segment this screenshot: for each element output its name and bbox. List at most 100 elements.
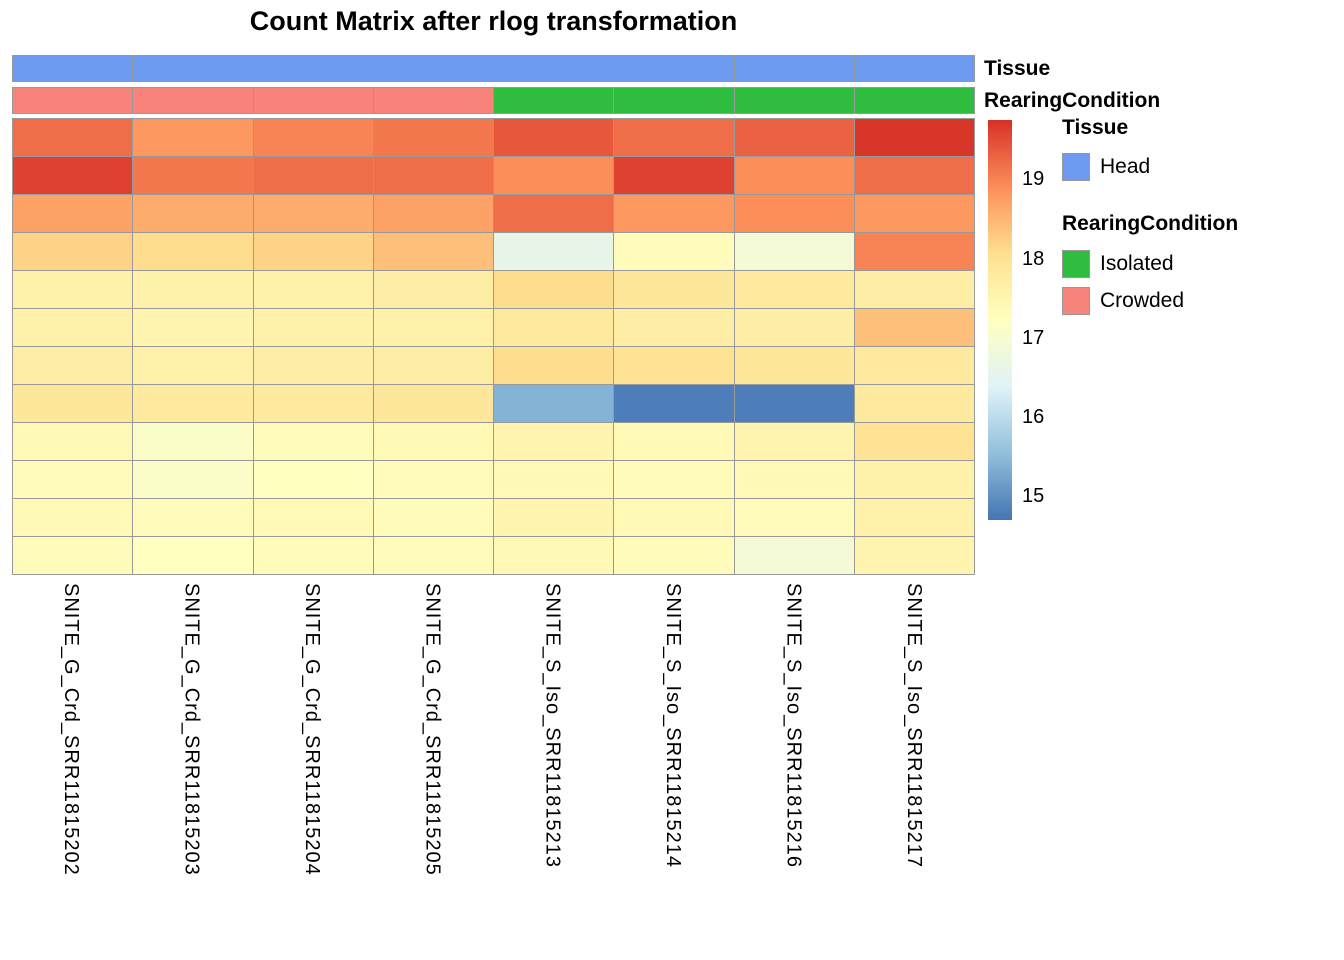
heatmap-cell — [854, 195, 974, 232]
heatmap-cell — [253, 271, 373, 308]
heatmap-cell — [854, 385, 974, 422]
column-label: SNITE_G_Crd_SRR11815205 — [421, 583, 444, 876]
heatmap-cell — [373, 537, 493, 574]
heatmap-cell — [734, 233, 854, 270]
heatmap-cell — [494, 195, 614, 232]
heatmap-cell — [734, 347, 854, 384]
heatmap-cell — [614, 271, 734, 308]
column-label: SNITE_S_Iso_SRR11815213 — [541, 583, 564, 869]
heatmap-cell — [253, 423, 373, 460]
annotation-label-tissue: Tissue — [984, 57, 1051, 80]
heatmap-cell — [494, 119, 614, 156]
heatmap-cell — [614, 309, 734, 346]
heatmap-cell — [373, 195, 493, 232]
heatmap-cell — [854, 233, 974, 270]
legend-label-isolated: Isolated — [1100, 252, 1174, 275]
heatmap-cell — [854, 119, 974, 156]
column-label: SNITE_S_Iso_SRR11815214 — [662, 583, 685, 869]
heatmap-cell — [133, 309, 253, 346]
annotation-cell-crowded — [13, 88, 133, 113]
annotation-cell-head — [13, 56, 133, 81]
heatmap-cell — [494, 423, 614, 460]
heatmap-cell — [13, 195, 133, 232]
heatmap-cell — [494, 233, 614, 270]
heatmap-cell — [133, 119, 253, 156]
heatmap-cell — [614, 119, 734, 156]
annotation-cell-head — [734, 56, 854, 81]
heatmap-cell — [373, 423, 493, 460]
column-label: SNITE_G_Crd_SRR11815203 — [180, 583, 203, 876]
heatmap-cell — [854, 461, 974, 498]
annotation-cell-head — [614, 56, 734, 81]
column-label: SNITE_G_Crd_SRR11815202 — [60, 583, 83, 876]
heatmap-cell — [133, 423, 253, 460]
column-label: SNITE_S_Iso_SRR11815216 — [782, 583, 805, 869]
annotation-cell-crowded — [373, 88, 493, 113]
heatmap-cell — [494, 461, 614, 498]
heatmap-cell — [854, 423, 974, 460]
heatmap-cell — [614, 195, 734, 232]
annotation-bar-tissue — [12, 55, 975, 82]
heatmap-cell — [854, 271, 974, 308]
heatmap-cell — [373, 271, 493, 308]
annotation-cell-head — [373, 56, 493, 81]
heatmap-cell — [13, 271, 133, 308]
annotation-cell-head — [253, 56, 373, 81]
heatmap-cell — [373, 461, 493, 498]
heatmap-cell — [373, 157, 493, 194]
heatmap-cell — [614, 537, 734, 574]
legend-header-tissue: Tissue — [1062, 116, 1129, 139]
heatmap-cell — [13, 347, 133, 384]
heatmap-cell — [854, 537, 974, 574]
heatmap-cell — [494, 385, 614, 422]
page-title: Count Matrix after rlog transformation — [249, 6, 738, 36]
heatmap-cell — [614, 499, 734, 536]
heatmap-cell — [253, 233, 373, 270]
color-scale-tick-label: 16 — [1022, 406, 1045, 429]
heatmap-cell — [734, 537, 854, 574]
heatmap-cell — [13, 119, 133, 156]
heatmap-cell — [734, 385, 854, 422]
heatmap-cell — [373, 347, 493, 384]
heatmap-cell — [494, 271, 614, 308]
heatmap-cell — [614, 157, 734, 194]
heatmap-cell — [133, 347, 253, 384]
heatmap-cell — [614, 461, 734, 498]
heatmap-cell — [133, 499, 253, 536]
heatmap-cell — [734, 423, 854, 460]
heatmap-cell — [494, 157, 614, 194]
heatmap-cell — [373, 119, 493, 156]
color-scale-tick-label: 15 — [1022, 485, 1045, 508]
annotation-cell-head — [494, 56, 614, 81]
legend-label-crowded: Crowded — [1100, 289, 1185, 312]
color-scale-tick-label: 18 — [1022, 247, 1045, 270]
heatmap-cell — [734, 119, 854, 156]
heatmap-cell — [13, 309, 133, 346]
legend-swatch-crowded — [1062, 287, 1090, 315]
legend-header-rearing-condition: RearingCondition — [1062, 212, 1239, 235]
heatmap-cell — [133, 271, 253, 308]
heatmap-cell — [133, 385, 253, 422]
heatmap-cell — [253, 119, 373, 156]
heatmap-cell — [253, 309, 373, 346]
annotation-cell-crowded — [133, 88, 253, 113]
heatmap-cell — [253, 461, 373, 498]
heatmap-cell — [13, 461, 133, 498]
heatmap-cell — [133, 537, 253, 574]
annotation-cell-head — [854, 56, 974, 81]
heatmap-cell — [13, 499, 133, 536]
heatmap-cell — [133, 461, 253, 498]
heatmap-cell — [734, 309, 854, 346]
heatmap-cell — [494, 537, 614, 574]
heatmap-cell — [734, 157, 854, 194]
heatmap-cell — [614, 423, 734, 460]
heatmap-cell — [133, 233, 253, 270]
heatmap-grid — [12, 118, 975, 575]
legend-label-head: Head — [1100, 155, 1151, 178]
legend-swatch-isolated — [1062, 250, 1090, 278]
heatmap-cell — [373, 309, 493, 346]
heatmap-cell — [494, 347, 614, 384]
column-label: SNITE_S_Iso_SRR11815217 — [902, 583, 925, 869]
heatmap-cell — [734, 461, 854, 498]
color-scale-bar — [988, 120, 1012, 520]
